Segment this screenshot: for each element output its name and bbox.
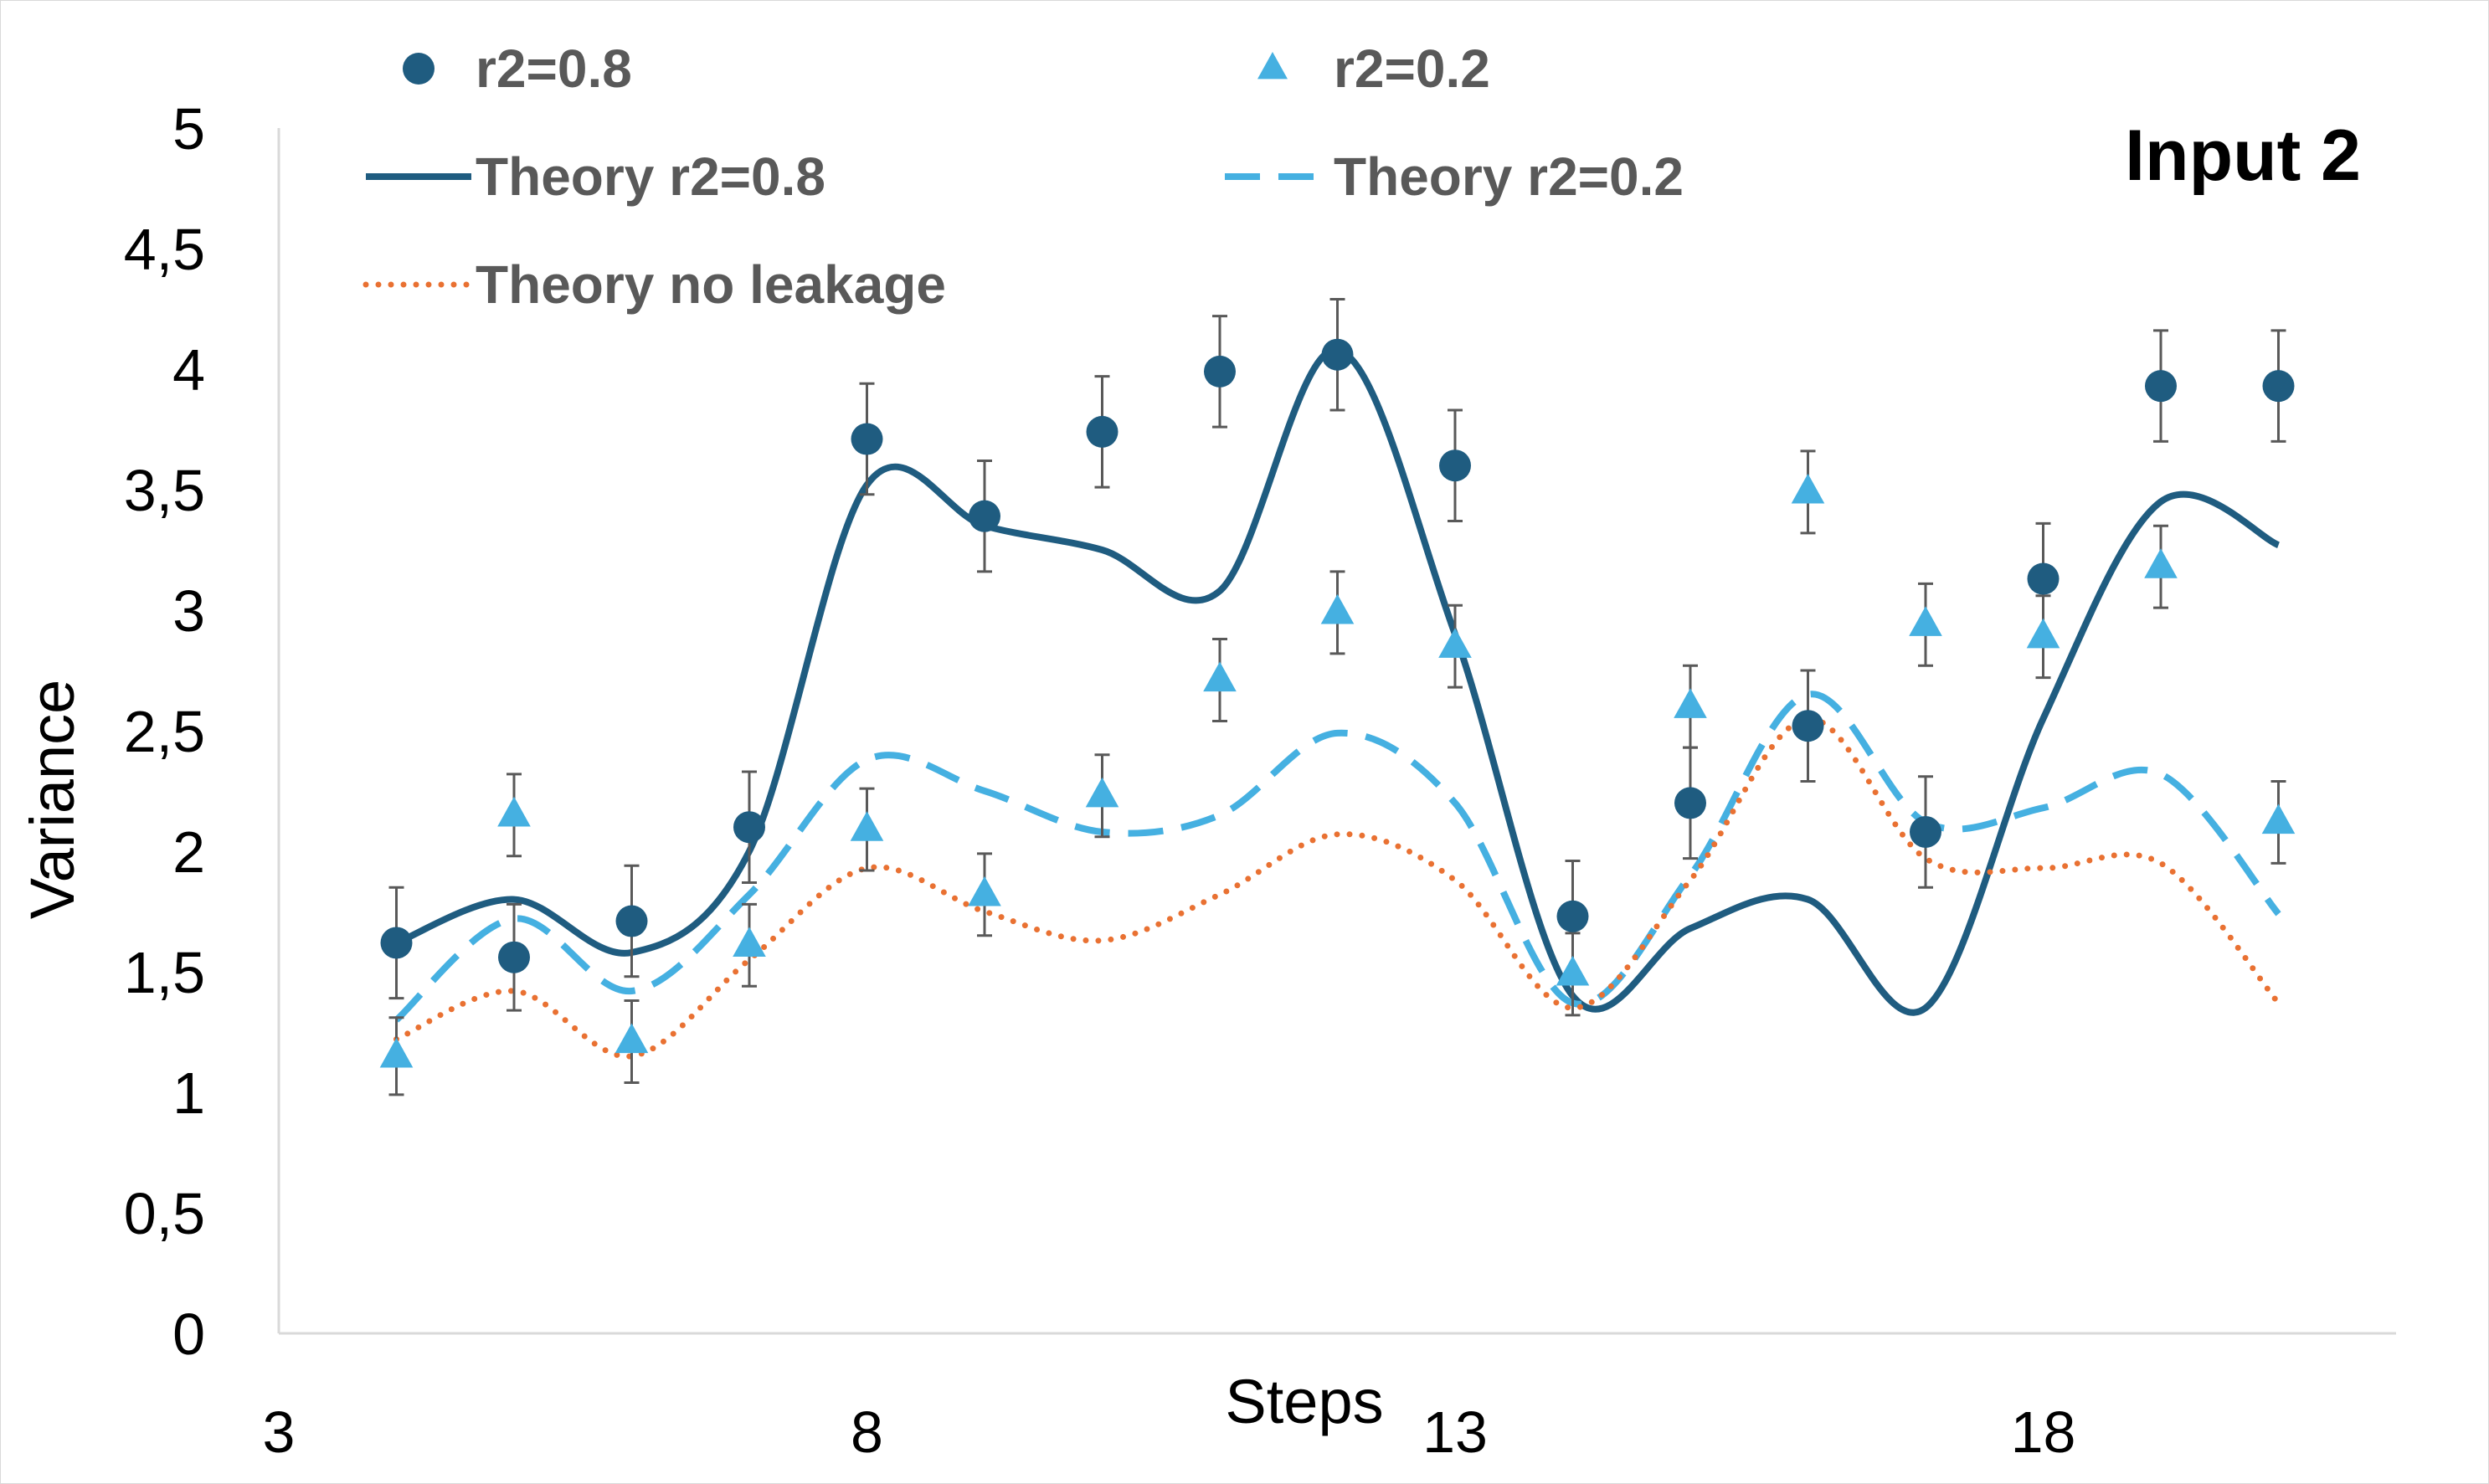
- data-point-r2-0-2: [615, 1023, 649, 1054]
- y-tick-label: 2,5: [124, 699, 205, 764]
- y-tick-label: 0: [172, 1302, 205, 1367]
- data-point-r2-0-8: [498, 941, 530, 973]
- data-point-r2-0-8: [615, 905, 648, 937]
- data-markers: [379, 338, 2296, 1068]
- data-point-r2-0-8: [1086, 415, 1119, 448]
- legend: r2=0.8 r2=0.2 Theory r2=0.8 Theory r2=0.2 Th…: [363, 39, 1684, 315]
- y-tick-label: 3,5: [124, 458, 205, 523]
- data-point-r2-0-2: [1438, 628, 1472, 658]
- y-axis-title: Variance: [18, 680, 87, 920]
- legend-label: Theory r2=0.2: [1334, 146, 1684, 207]
- error-bars: [388, 297, 2286, 1096]
- y-tick-label: 2: [172, 819, 205, 885]
- chart-title: Input 2: [2125, 116, 2361, 196]
- x-tick-label: 3: [263, 1399, 296, 1465]
- data-point-r2-0-2: [379, 1037, 414, 1068]
- y-tick-label: 1: [172, 1060, 205, 1126]
- y-tick-label: 5: [172, 96, 205, 162]
- legend-label: r2=0.2: [1334, 39, 1490, 99]
- y-tick-label: 1,5: [124, 940, 205, 1005]
- data-point-r2-0-2: [2144, 548, 2178, 578]
- data-point-r2-0-2: [968, 876, 1001, 906]
- legend-marker-circle: [403, 53, 435, 85]
- data-point-r2-0-8: [380, 927, 413, 959]
- data-point-r2-0-8: [1439, 449, 1471, 482]
- x-tick-label: 13: [1422, 1399, 1488, 1465]
- x-axis-title: Steps: [1225, 1367, 1383, 1436]
- data-point-r2-0-8: [2145, 370, 2177, 403]
- series-line-theory-r2-0-8: [395, 346, 2281, 1016]
- tick-labels: 0 0,5 1 1,5 2 2,5 3 3,5 4 4,5 5 3 8 13 18: [124, 96, 2076, 1465]
- legend-label: Theory no leakage: [476, 254, 946, 315]
- theory-lines: [393, 346, 2281, 1060]
- y-tick-label: 4,5: [124, 217, 205, 282]
- data-point-r2-0-2: [1085, 777, 1119, 808]
- data-point-r2-0-8: [2027, 562, 2060, 595]
- data-point-r2-0-2: [1203, 661, 1237, 692]
- series-line-theory-r2-0-2: [393, 691, 2281, 1023]
- y-tick-label: 4: [172, 337, 205, 403]
- x-tick-label: 8: [851, 1399, 883, 1465]
- legend-label: r2=0.8: [476, 39, 632, 99]
- data-point-r2-0-8: [2262, 370, 2295, 403]
- data-point-r2-0-2: [1674, 688, 1707, 718]
- data-point-r2-0-2: [2026, 618, 2060, 649]
- data-point-r2-0-8: [1204, 355, 1236, 388]
- data-point-r2-0-2: [1320, 593, 1355, 624]
- y-tick-label: 3: [172, 578, 205, 644]
- data-point-r2-0-2: [497, 796, 531, 827]
- data-point-r2-0-2: [733, 927, 766, 957]
- axes: [277, 128, 2396, 1335]
- data-point-r2-0-2: [850, 811, 884, 841]
- data-point-r2-0-8: [851, 423, 883, 455]
- data-point-r2-0-8: [1556, 900, 1589, 932]
- data-point-r2-0-8: [1910, 815, 1941, 848]
- data-point-r2-0-8: [733, 811, 765, 844]
- data-point-r2-0-2: [2261, 804, 2296, 834]
- series-line-theory-no-leakage: [393, 716, 2281, 1060]
- data-point-r2-0-8: [1321, 338, 1354, 371]
- legend-label: Theory r2=0.8: [476, 146, 825, 207]
- y-tick-label: 0,5: [124, 1181, 205, 1246]
- legend-marker-triangle: [1257, 52, 1288, 80]
- data-point-r2-0-8: [969, 500, 1000, 532]
- data-point-r2-0-2: [1909, 606, 1942, 636]
- data-point-r2-0-8: [1792, 710, 1824, 742]
- x-tick-label: 18: [2011, 1399, 2076, 1465]
- data-point-r2-0-8: [1674, 787, 1706, 819]
- data-point-r2-0-2: [1556, 955, 1590, 986]
- data-point-r2-0-2: [1791, 473, 1825, 504]
